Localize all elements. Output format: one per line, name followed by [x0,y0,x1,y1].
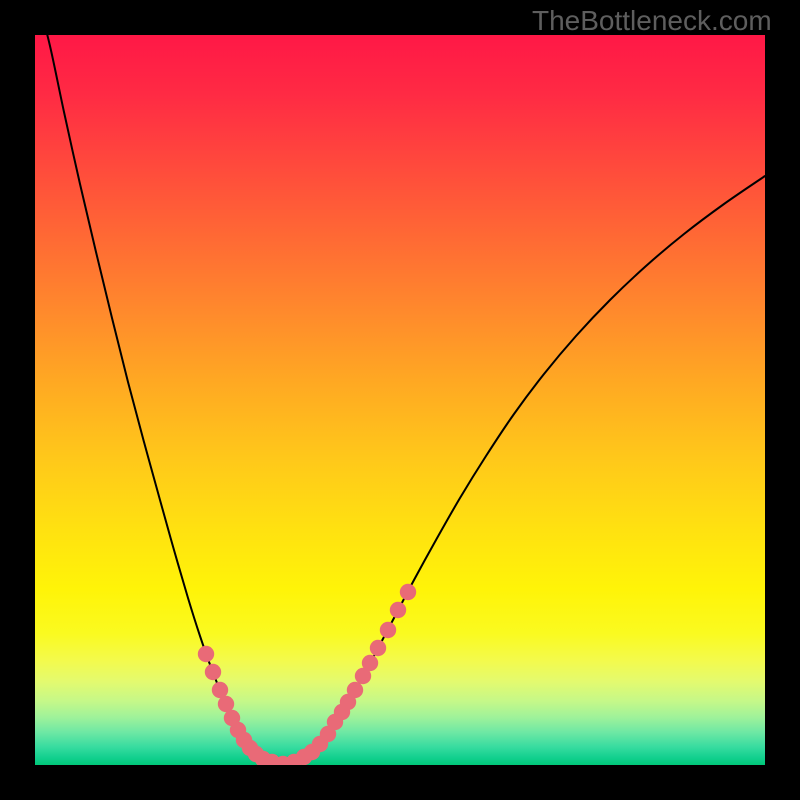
watermark-text: TheBottleneck.com [532,5,772,37]
chart-stage: TheBottleneck.com [0,0,800,800]
plot-area [35,35,765,765]
